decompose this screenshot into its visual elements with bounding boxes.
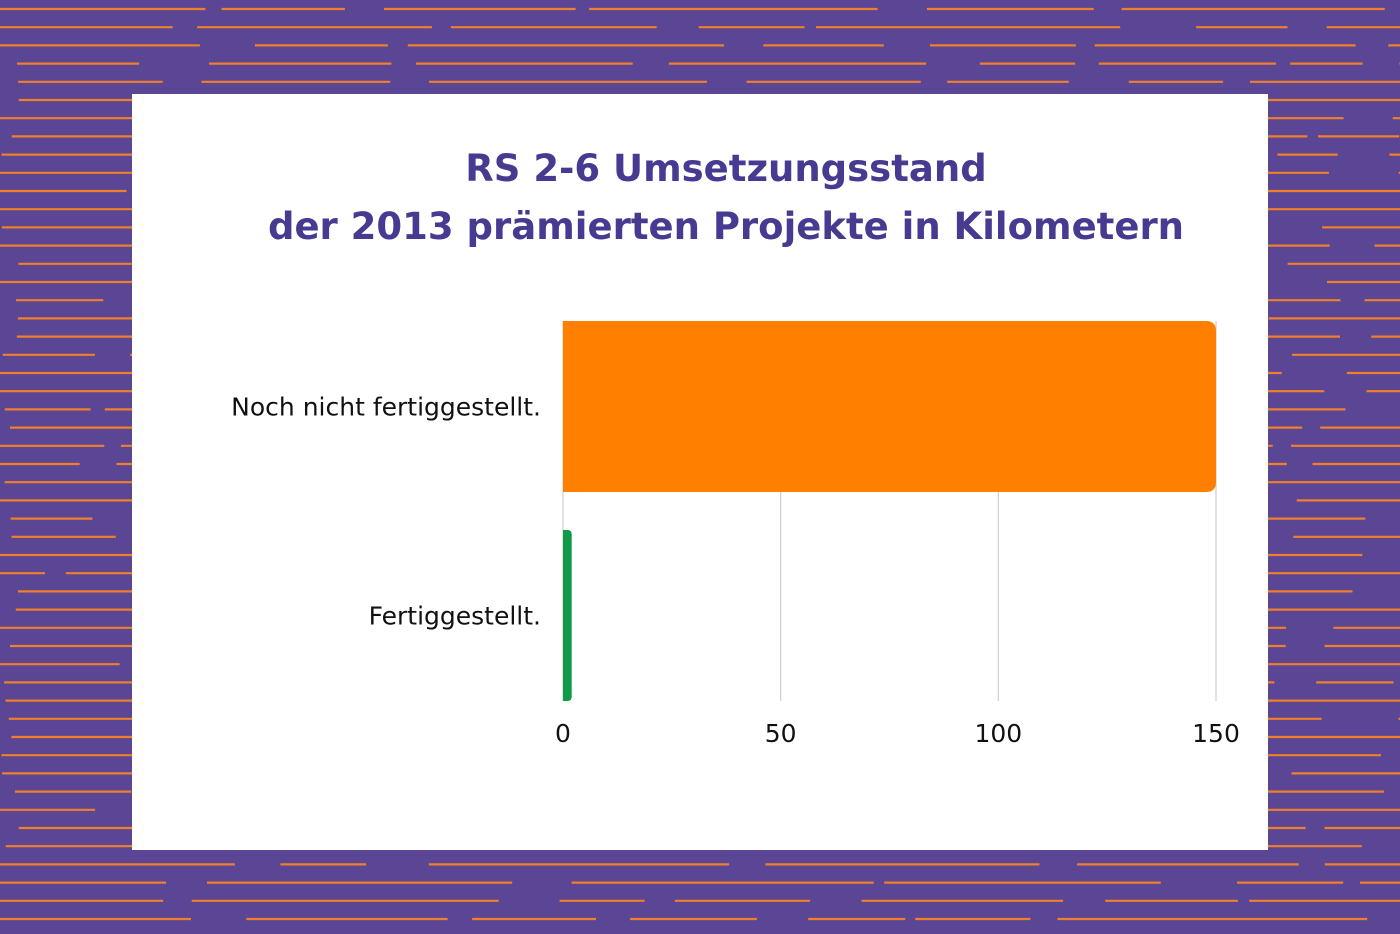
x-tick-label: 50 — [765, 719, 797, 748]
x-axis-ticks: 0 50 100 150 — [555, 719, 1240, 748]
x-tick-label: 150 — [1192, 719, 1240, 748]
x-tick-label: 0 — [555, 719, 571, 748]
chart-title-line-2: der 2013 prämierten Projekte in Kilomete… — [267, 205, 1185, 248]
chart-title: RS 2-6 Umsetzungsstand der 2013 prämiert… — [0, 140, 1400, 256]
category-labels: Noch nicht fertiggestellt. Fertiggestellt… — [231, 393, 541, 631]
chart-title-line-1: RS 2-6 Umsetzungsstand — [465, 147, 987, 190]
category-label: Fertiggestellt. — [369, 602, 541, 631]
bar — [563, 530, 572, 701]
category-label: Noch nicht fertiggestellt. — [231, 393, 541, 422]
bars — [563, 321, 1216, 701]
x-tick-label: 100 — [974, 719, 1022, 748]
bar — [563, 321, 1216, 492]
